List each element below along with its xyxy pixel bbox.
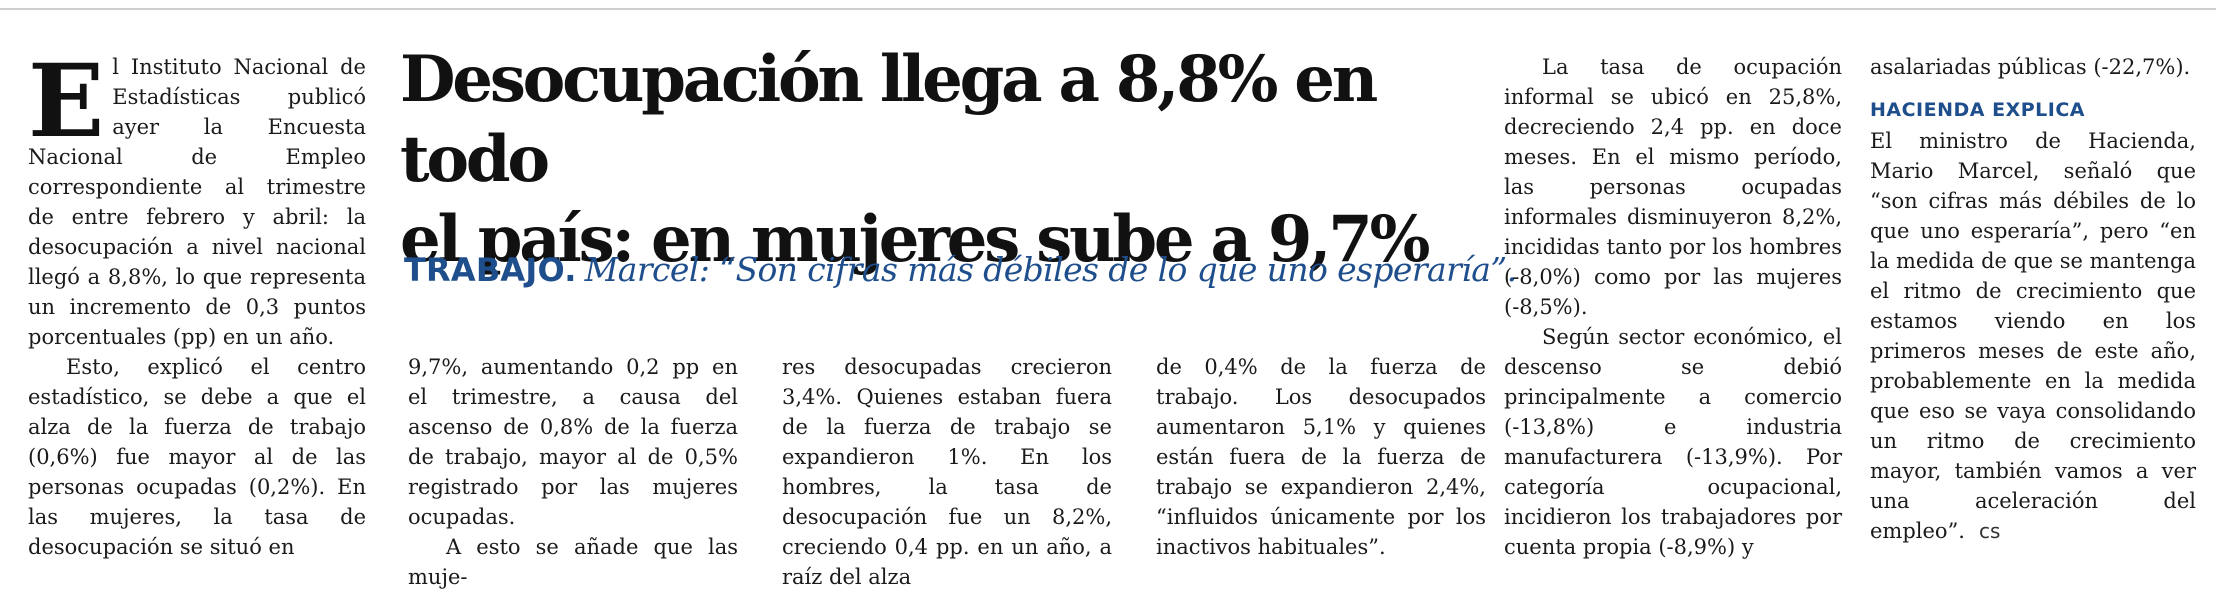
paragraph: Según sector económico, el descenso se d… <box>1504 325 1842 559</box>
headline-line-1: Desocupación llega a 8,8% en todo <box>400 42 1378 197</box>
paragraph: res desocupadas crecieron 3,4%. Quienes … <box>782 355 1112 589</box>
end-mark-icon: cs <box>1978 519 2001 543</box>
article-column-3: res desocupadas crecieron 3,4%. Quienes … <box>782 352 1112 592</box>
article-column-4: de 0,4% de la fuerza de trabajo. Los des… <box>1156 352 1486 562</box>
paragraph-text: El ministro de Hacienda, Mario Marcel, s… <box>1870 129 2196 543</box>
deck-text: Marcel: “Son cifras más débiles de lo qu… <box>584 250 1518 289</box>
drop-cap: E <box>28 42 105 160</box>
subhead: HACIENDA EXPLICA <box>1870 99 2085 121</box>
paragraph: El ministro de Hacienda, Mario Marcel, s… <box>1870 126 2196 546</box>
article-column-6: asalariadas públicas (-22,7%). HACIENDA … <box>1870 52 2196 546</box>
paragraph: A esto se añade que las muje- <box>408 535 738 589</box>
article-column-2: 9,7%, aumentando 0,2 pp en el trimestre,… <box>408 352 738 592</box>
article-column-5: La tasa de ocupación informal se ubicó e… <box>1504 52 1842 562</box>
lead-text: l Instituto Nacional de Estadísticas pub… <box>28 55 366 349</box>
paragraph: Esto, explicó el centro estadístico, se … <box>28 355 366 559</box>
top-rule <box>0 8 2216 10</box>
section-kicker: TRABAJO. <box>404 251 577 289</box>
paragraph: asalariadas públicas (-22,7%). <box>1870 55 2191 79</box>
paragraph: de 0,4% de la fuerza de trabajo. Los des… <box>1156 355 1486 559</box>
headline: Desocupación llega a 8,8% en todo el paí… <box>400 40 1480 280</box>
deck: TRABAJO. Marcel: “Son cifras más débiles … <box>404 248 1517 292</box>
paragraph: La tasa de ocupación informal se ubicó e… <box>1504 55 1842 319</box>
headline-line-2: el país: en mujeres sube a 9,7% <box>400 202 1430 277</box>
paragraph: 9,7%, aumentando 0,2 pp en el trimestre,… <box>408 355 738 529</box>
